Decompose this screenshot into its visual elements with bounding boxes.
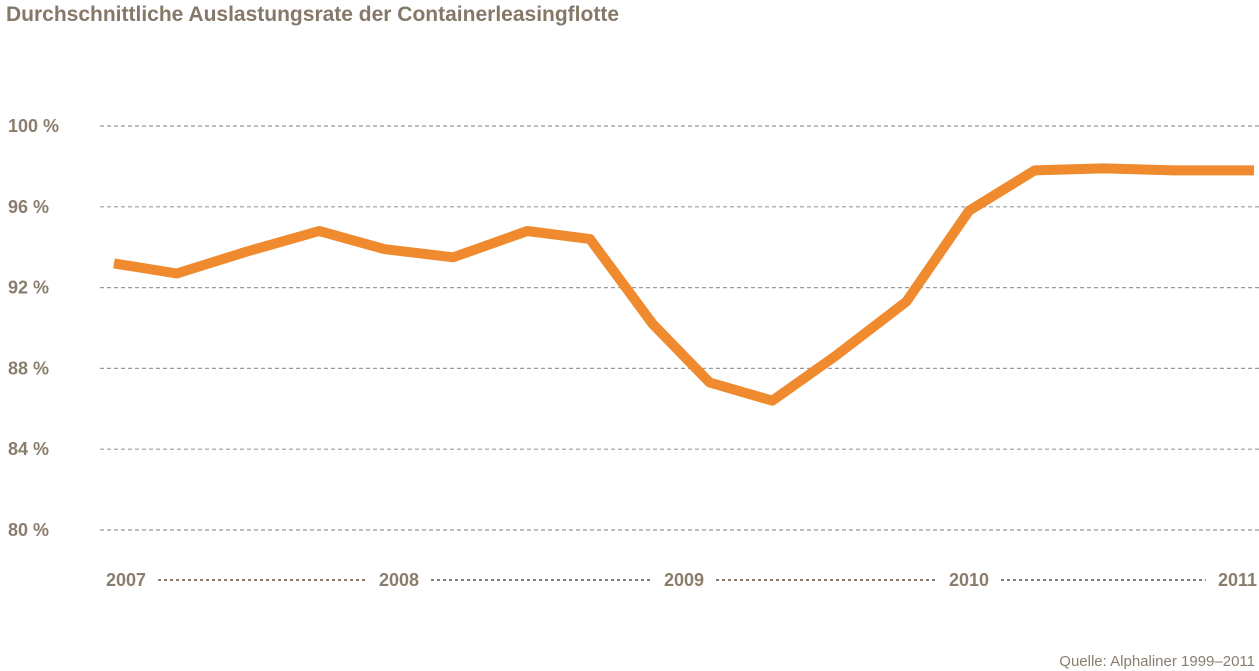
y-tick-label: 100 % — [8, 116, 59, 136]
x-tick-label: 2008 — [379, 570, 419, 590]
series-line — [113, 163, 1254, 406]
x-tick-label: 2010 — [949, 570, 989, 590]
source-note: Quelle: Alphaliner 1999–2011 — [1059, 653, 1255, 670]
y-tick-label: 80 % — [8, 520, 49, 540]
y-tick-label: 96 % — [8, 197, 49, 217]
y-tick-label: 88 % — [8, 358, 49, 378]
x-tick-label: 2007 — [106, 570, 146, 590]
series-layer — [113, 163, 1254, 406]
y-tick-label: 84 % — [8, 439, 49, 459]
y-tick-label: 92 % — [8, 278, 49, 298]
grid-lines — [100, 125, 1259, 531]
y-axis-tick-labels: 100 % 96 % 92 % 88 % 84 % 80 % — [8, 116, 59, 540]
chart-title: Durchschnittliche Auslastungsrate der Co… — [6, 3, 619, 26]
x-tick-label: 2011 — [1218, 570, 1257, 590]
x-tick-label: 2009 — [664, 570, 704, 590]
x-axis: 2007 2008 2009 2010 2011 — [106, 570, 1257, 590]
